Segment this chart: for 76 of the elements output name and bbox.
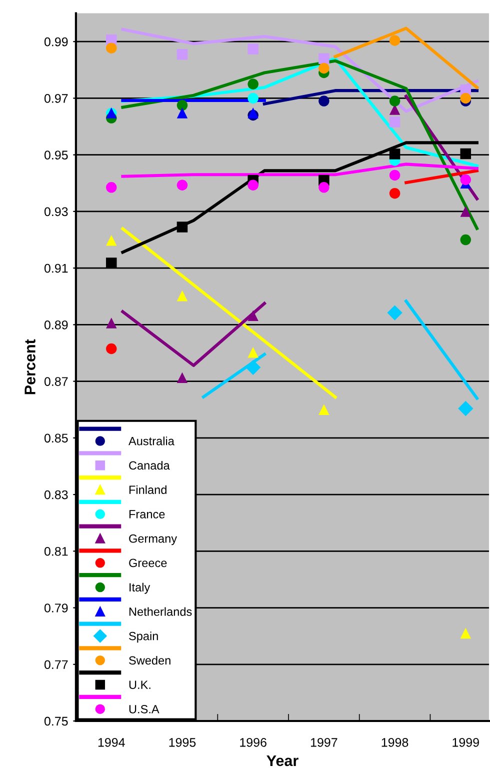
legend-label: U.K.	[129, 680, 150, 689]
point	[389, 35, 400, 46]
x-tick-label: 1997	[310, 738, 338, 747]
point	[387, 305, 402, 320]
y-tick-label: 0.93	[44, 207, 68, 216]
point	[248, 78, 258, 90]
point	[248, 310, 258, 322]
point	[460, 174, 472, 186]
point	[248, 108, 258, 118]
x-tick-label: 1999	[452, 738, 479, 747]
y-tick-label: 0.85	[44, 434, 68, 443]
point	[176, 180, 188, 191]
legend-label: Germany	[129, 534, 178, 546]
point	[318, 62, 330, 74]
y-tick-label: 0.99	[44, 37, 68, 46]
point	[318, 96, 330, 106]
x-tick-label: 1995	[169, 738, 196, 747]
legend-label: Spain	[129, 632, 158, 643]
x-tick-label: 1998	[382, 738, 408, 747]
point	[460, 206, 472, 217]
point	[176, 100, 188, 111]
legend-label: Greece	[129, 558, 167, 568]
point	[176, 108, 188, 118]
point	[318, 182, 330, 193]
y-tick-label: 0.97	[44, 94, 68, 103]
point	[460, 148, 472, 160]
point	[106, 234, 117, 246]
x-tick-label: 1996	[240, 738, 266, 747]
point	[248, 92, 258, 104]
legend-label: Sweden	[129, 656, 170, 665]
y-tick-label: 0.75	[44, 716, 68, 726]
y-tick-label: 0.77	[44, 660, 68, 670]
point	[248, 44, 258, 54]
line-series	[121, 162, 479, 178]
legend-label: Netherlands	[129, 607, 192, 616]
point	[106, 42, 117, 54]
y-tick-label: 0.95	[44, 150, 68, 160]
y-tick-label: 0.79	[44, 604, 68, 612]
point	[318, 404, 330, 415]
legend-label: Australia	[128, 436, 174, 446]
y-tick-label: 0.91	[44, 264, 68, 273]
point	[318, 53, 330, 64]
point	[106, 182, 117, 193]
x-axis-title: Year	[266, 755, 298, 766]
y-tick-label: 0.81	[44, 546, 68, 556]
x-tick-label: 1994	[98, 738, 125, 747]
y-tick-label: 0.83	[44, 490, 68, 500]
point	[106, 343, 117, 354]
point	[389, 96, 400, 106]
point	[106, 318, 117, 328]
point	[176, 48, 188, 60]
point	[248, 347, 258, 358]
point	[176, 290, 188, 302]
point	[389, 188, 400, 199]
legend-label: Italy	[130, 582, 150, 594]
line-series	[121, 59, 479, 230]
legend-label: U.S.A	[129, 705, 160, 714]
point	[389, 116, 400, 128]
y-tick-label: 0.87	[44, 377, 68, 386]
y-tick-label: 0.89	[44, 320, 68, 330]
y-axis-title: Percent	[24, 339, 36, 394]
point	[460, 628, 472, 639]
legend-label: Finland	[129, 485, 166, 494]
line-series	[121, 28, 479, 113]
point	[248, 180, 258, 191]
point	[389, 170, 400, 181]
legend-label: Canada	[129, 460, 170, 470]
legend-label: France	[129, 510, 165, 518]
point	[458, 400, 474, 416]
point	[245, 360, 261, 376]
point	[460, 92, 472, 104]
point	[176, 372, 188, 384]
point	[176, 222, 188, 232]
point	[389, 148, 400, 160]
point	[460, 234, 472, 246]
point	[106, 258, 117, 268]
